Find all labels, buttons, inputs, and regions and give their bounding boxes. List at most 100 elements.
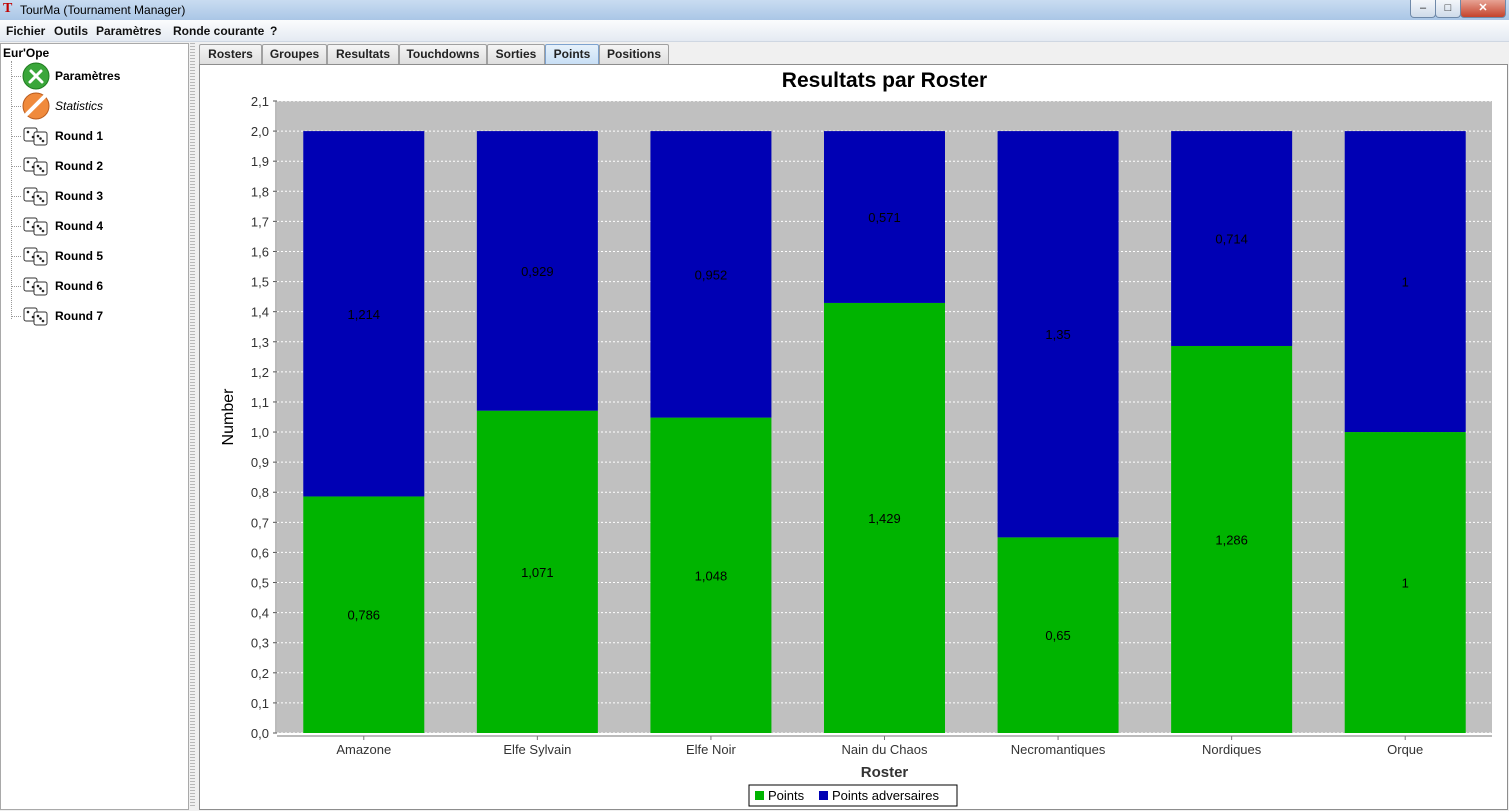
y-tick-label: 1,5 bbox=[251, 275, 269, 290]
tree-connector bbox=[11, 106, 21, 107]
data-label: 1 bbox=[1402, 576, 1409, 591]
data-label: 1,071 bbox=[521, 565, 554, 580]
data-label: 0,929 bbox=[521, 264, 554, 279]
tab-touchdowns[interactable]: Touchdowns bbox=[399, 44, 487, 64]
y-tick-label: 1,8 bbox=[251, 184, 269, 199]
y-tick-label: 2,0 bbox=[251, 124, 269, 139]
menu-help[interactable]: ? bbox=[270, 24, 278, 38]
data-label: 0,65 bbox=[1045, 628, 1070, 643]
y-tick-label: 1,4 bbox=[251, 305, 269, 320]
navigation-tree: Eur'Ope Paramètres Statistics Round 1 Round… bbox=[0, 43, 189, 810]
tree-root[interactable]: Eur'Ope bbox=[3, 46, 50, 60]
tree-connector bbox=[11, 286, 21, 287]
bar-points-adversaires bbox=[997, 131, 1119, 538]
dice-icon bbox=[23, 127, 48, 146]
dice-icon bbox=[23, 247, 48, 266]
tree-item-label: Round 6 bbox=[55, 279, 103, 293]
tree-item-label: Round 3 bbox=[55, 189, 103, 203]
y-tick-label: 1,3 bbox=[251, 335, 269, 350]
minimize-button[interactable]: – bbox=[1410, 0, 1436, 18]
tab-sorties[interactable]: Sorties bbox=[487, 44, 545, 64]
bar-points bbox=[997, 537, 1119, 733]
bar-points-adversaires bbox=[476, 131, 598, 411]
tab-resultats[interactable]: Resultats bbox=[327, 44, 399, 64]
data-label: 1,214 bbox=[348, 307, 381, 322]
y-tick-label: 0,3 bbox=[251, 636, 269, 651]
tree-item-param-tres[interactable]: Paramètres bbox=[11, 61, 186, 91]
bar-points bbox=[1344, 432, 1466, 733]
tree-item-round-2[interactable]: Round 2 bbox=[11, 151, 186, 181]
tree-connector bbox=[11, 316, 21, 317]
tree-item-round-3[interactable]: Round 3 bbox=[11, 181, 186, 211]
tree-connector bbox=[11, 61, 12, 319]
x-tick-label: Elfe Sylvain bbox=[503, 742, 571, 757]
y-tick-label: 0,2 bbox=[251, 666, 269, 681]
data-label: 0,714 bbox=[1215, 232, 1248, 247]
data-label: 0,952 bbox=[695, 267, 728, 282]
app-icon: T bbox=[3, 1, 13, 16]
window-title: TourMa (Tournament Manager) bbox=[20, 3, 186, 17]
tree-item-round-7[interactable]: Round 7 bbox=[11, 301, 186, 331]
tree-item-round-4[interactable]: Round 4 bbox=[11, 211, 186, 241]
x-tick-label: Orque bbox=[1387, 742, 1423, 757]
menu-outils[interactable]: Outils bbox=[54, 24, 89, 38]
statistics-icon bbox=[22, 92, 50, 120]
x-tick-label: Necromantiques bbox=[1011, 742, 1106, 757]
tree-item-round-1[interactable]: Round 1 bbox=[11, 121, 186, 151]
tab-positions[interactable]: Positions bbox=[599, 44, 669, 64]
y-tick-label: 1,0 bbox=[251, 425, 269, 440]
bar-points-adversaires bbox=[824, 131, 945, 303]
y-tick-label: 0,6 bbox=[251, 545, 269, 560]
bar-points-adversaires bbox=[1344, 131, 1466, 433]
tab-points[interactable]: Points bbox=[545, 44, 599, 64]
bar-points-adversaires bbox=[303, 131, 425, 497]
tree-connector bbox=[11, 76, 21, 77]
tree-item-round-5[interactable]: Round 5 bbox=[11, 241, 186, 271]
close-button[interactable]: ✕ bbox=[1460, 0, 1506, 18]
y-tick-label: 0,5 bbox=[251, 576, 269, 591]
bar-points bbox=[303, 496, 425, 733]
y-tick-label: 1,7 bbox=[251, 214, 269, 229]
bar-points bbox=[476, 410, 598, 733]
bar-points-adversaires bbox=[1171, 131, 1293, 346]
tree-item-label: Round 5 bbox=[55, 249, 103, 263]
bar-points bbox=[1171, 345, 1293, 733]
y-tick-label: 1,1 bbox=[251, 395, 269, 410]
y-axis-label: Number bbox=[220, 388, 237, 446]
data-label: 1,429 bbox=[868, 511, 901, 526]
tab-rosters[interactable]: Rosters bbox=[199, 44, 262, 64]
tree-connector bbox=[11, 256, 21, 257]
data-label: 1,35 bbox=[1045, 327, 1070, 342]
legend-label: Points adversaires bbox=[832, 788, 939, 803]
data-label: 1,286 bbox=[1215, 532, 1248, 547]
tree-connector bbox=[11, 136, 21, 137]
tree-connector bbox=[11, 226, 21, 227]
tree-item-round-6[interactable]: Round 6 bbox=[11, 271, 186, 301]
tree-item-label: Round 4 bbox=[55, 219, 103, 233]
x-tick-label: Nain du Chaos bbox=[842, 742, 928, 757]
dice-icon bbox=[23, 307, 48, 326]
x-tick-label: Amazone bbox=[336, 742, 391, 757]
tools-icon bbox=[22, 62, 50, 90]
data-label: 0,571 bbox=[868, 210, 901, 225]
chart-panel: Resultats par Roster 0,0 0,1 0,2 0,3 0,4 0,5 0,… bbox=[199, 64, 1508, 810]
stacked-bar-chart: Resultats par Roster 0,0 0,1 0,2 0,3 0,4 0,5 0,… bbox=[220, 69, 1492, 807]
splitter[interactable] bbox=[190, 43, 195, 808]
x-tick-label: Nordiques bbox=[1202, 742, 1262, 757]
tab-groupes[interactable]: Groupes bbox=[262, 44, 327, 64]
bar-points bbox=[824, 302, 945, 733]
menu-ronde-courante[interactable]: Ronde courante bbox=[173, 24, 265, 38]
menu-parametres[interactable]: Paramètres bbox=[96, 24, 162, 38]
y-tick-label: 1,6 bbox=[251, 244, 269, 259]
y-tick-label: 0,4 bbox=[251, 606, 269, 621]
y-tick-label: 2,1 bbox=[251, 94, 269, 109]
x-tick-label: Elfe Noir bbox=[686, 742, 737, 757]
bar-points bbox=[650, 417, 772, 733]
legend-label: Points bbox=[768, 788, 805, 803]
title-bar: T TourMa (Tournament Manager) – □ ✕ bbox=[0, 0, 1509, 21]
dice-icon bbox=[23, 187, 48, 206]
tree-item-label: Statistics bbox=[55, 99, 104, 113]
maximize-button[interactable]: □ bbox=[1435, 0, 1461, 18]
tree-item-statistics[interactable]: Statistics bbox=[11, 91, 186, 121]
menu-fichier[interactable]: Fichier bbox=[6, 24, 46, 38]
